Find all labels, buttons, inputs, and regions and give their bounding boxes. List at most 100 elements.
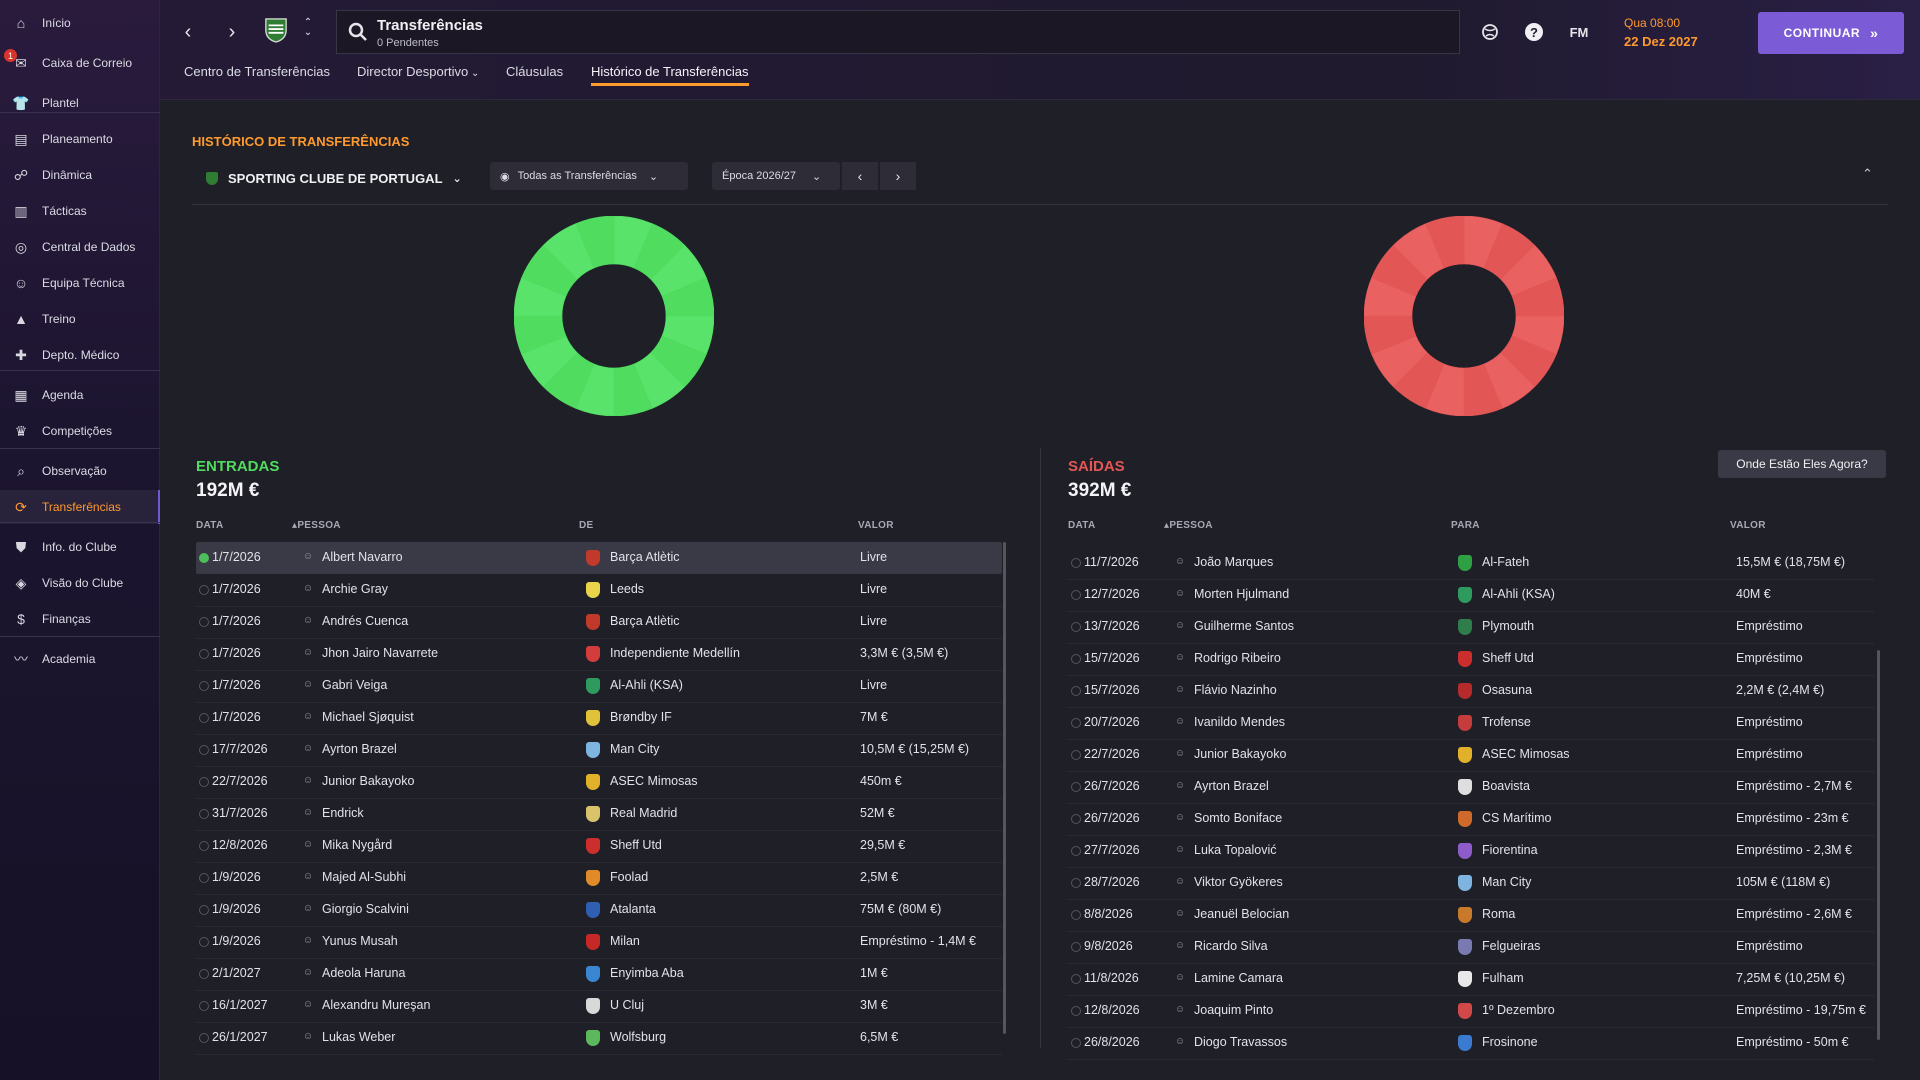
row-checkbox[interactable] bbox=[199, 937, 209, 947]
incoming-transfer-row[interactable]: 1/7/2026 ☺ Andrés Cuenca Barça Atlètic Livre bbox=[196, 606, 1002, 638]
club-name[interactable]: Fiorentina bbox=[1482, 843, 1538, 857]
sidebar-item-people[interactable]: ☍ Dinâmica bbox=[0, 158, 160, 192]
help-icon[interactable]: ? bbox=[1522, 20, 1546, 44]
fm-menu-button[interactable]: FM bbox=[1569, 24, 1589, 40]
sidebar-item-data-hub[interactable]: ◎ Central de Dados bbox=[0, 230, 160, 264]
incoming-transfer-row[interactable]: 1/7/2026 ☺ Archie Gray Leeds Livre bbox=[196, 574, 1002, 606]
sidebar-item-shield[interactable]: ⛊ Info. do Clube bbox=[0, 530, 160, 564]
club-name[interactable]: Atalanta bbox=[610, 902, 656, 916]
outgoing-transfer-row[interactable]: 15/7/2026 ☺ Rodrigo Ribeiro Sheff Utd Emprés… bbox=[1068, 643, 1874, 675]
sidebar-item-vision[interactable]: ◈ Visão do Clube bbox=[0, 566, 160, 600]
incoming-transfer-row[interactable]: 1/9/2026 ☺ Giorgio Scalvini Atalanta 75M € (… bbox=[196, 894, 1002, 926]
row-checkbox[interactable] bbox=[1071, 590, 1081, 600]
club-name[interactable]: Milan bbox=[610, 934, 640, 948]
transfer-filter-dropdown[interactable]: ◉ Todas as Transferências ⌄ bbox=[490, 162, 688, 190]
player-name[interactable]: Luka Topalović bbox=[1194, 843, 1277, 857]
row-checkbox[interactable] bbox=[199, 777, 209, 787]
player-name[interactable]: Jeanuël Belocian bbox=[1194, 907, 1290, 921]
player-name[interactable]: Yunus Musah bbox=[322, 934, 398, 948]
tab-cl-usulas[interactable]: Cláusulas bbox=[506, 64, 563, 96]
club-name[interactable]: 1º Dezembro bbox=[1482, 1003, 1555, 1017]
club-switch-chevrons-icon[interactable]: ⌃ ⌄ bbox=[303, 17, 313, 38]
player-name[interactable]: Michael Sjøquist bbox=[322, 710, 414, 724]
outgoing-transfer-row[interactable]: 9/8/2026 ☺ Ricardo Silva Felgueiras Emprésti… bbox=[1068, 931, 1874, 963]
club-name[interactable]: Barça Atlètic bbox=[610, 550, 680, 564]
outgoing-date-header[interactable]: DATA bbox=[1068, 520, 1096, 531]
row-checkbox[interactable] bbox=[1071, 878, 1081, 888]
club-name[interactable]: Trofense bbox=[1482, 715, 1531, 729]
club-name[interactable]: U Cluj bbox=[610, 998, 645, 1012]
incoming-transfer-row[interactable]: 16/1/2027 ☺ Alexandru Mureşan U Cluj 3M € bbox=[196, 990, 1002, 1022]
club-name[interactable]: Independiente Medellín bbox=[610, 646, 740, 660]
club-selector[interactable]: SPORTING CLUBE DE PORTUGAL ⌄ bbox=[206, 164, 462, 192]
outgoing-transfer-row[interactable]: 26/8/2026 ☺ Diogo Travassos Frosinone Emprés… bbox=[1068, 1027, 1874, 1059]
player-name[interactable]: Jhon Jairo Navarrete bbox=[322, 646, 439, 660]
club-name[interactable]: Roma bbox=[1482, 907, 1516, 921]
incoming-transfer-row[interactable]: 1/9/2026 ☺ Yunus Musah Milan Empréstimo - 1,… bbox=[196, 926, 1002, 958]
incoming-transfer-row[interactable]: 1/7/2026 ☺ Gabri Veiga Al-Ahli (KSA) Livre bbox=[196, 670, 1002, 702]
row-checkbox[interactable] bbox=[1071, 622, 1081, 632]
row-checkbox[interactable] bbox=[1071, 750, 1081, 760]
incoming-transfer-row[interactable]: 12/8/2026 ☺ Mika Nygård Sheff Utd 29,5M € bbox=[196, 830, 1002, 862]
club-name[interactable]: Al-Fateh bbox=[1482, 555, 1530, 569]
tab-director-desportivo[interactable]: Director Desportivo ⌄ bbox=[357, 64, 479, 96]
sidebar-item-clipboard[interactable]: ▤ Planeamento bbox=[0, 122, 160, 156]
incoming-transfer-row[interactable]: 1/7/2026 ☺ Michael Sjøquist Brøndby IF 7M € bbox=[196, 702, 1002, 734]
search-box[interactable]: Transferências 0 Pendentes bbox=[336, 10, 1460, 54]
player-name[interactable]: Flávio Nazinho bbox=[1194, 683, 1277, 697]
date-display[interactable]: Qua 08:00 22 Dez 2027 bbox=[1610, 14, 1740, 54]
incoming-transfer-row[interactable]: 17/7/2026 ☺ Ayrton Brazel Man City 10,5M € (… bbox=[196, 734, 1002, 766]
sidebar-item-finances[interactable]: $ Finanças bbox=[0, 602, 160, 636]
club-name[interactable]: Real Madrid bbox=[610, 806, 678, 820]
row-checkbox[interactable] bbox=[199, 713, 209, 723]
sidebar-item-staff[interactable]: ☺ Equipa Técnica bbox=[0, 266, 160, 300]
outgoing-transfer-row[interactable]: 13/7/2026 ☺ Guilherme Santos Plymouth Emprés… bbox=[1068, 611, 1874, 643]
player-name[interactable]: Gabri Veiga bbox=[322, 678, 388, 692]
player-name[interactable]: Archie Gray bbox=[322, 582, 388, 596]
club-name[interactable]: ASEC Mimosas bbox=[610, 774, 698, 788]
incoming-club-header[interactable]: DE bbox=[579, 520, 594, 531]
sidebar-item-mail[interactable]: ✉ Caixa de Correio 1 bbox=[0, 46, 160, 80]
row-checkbox[interactable] bbox=[1071, 782, 1081, 792]
row-checkbox[interactable] bbox=[199, 841, 209, 851]
club-name[interactable]: Wolfsburg bbox=[610, 1030, 667, 1044]
row-checkbox[interactable] bbox=[1071, 1006, 1081, 1016]
club-name[interactable]: Felgueiras bbox=[1482, 939, 1541, 953]
player-name[interactable]: Junior Bakayoko bbox=[322, 774, 415, 788]
player-name[interactable]: Diogo Travassos bbox=[1194, 1035, 1288, 1049]
player-name[interactable]: Andrés Cuenca bbox=[322, 614, 409, 628]
player-name[interactable]: Giorgio Scalvini bbox=[322, 902, 409, 916]
row-checkbox[interactable] bbox=[1071, 1038, 1081, 1048]
club-name[interactable]: Leeds bbox=[610, 582, 645, 596]
incoming-transfer-row[interactable]: 1/9/2026 ☺ Majed Al-Subhi Foolad 2,5M € bbox=[196, 862, 1002, 894]
row-checkbox[interactable] bbox=[199, 681, 209, 691]
club-name[interactable]: Barça Atlètic bbox=[610, 614, 680, 628]
row-checkbox[interactable] bbox=[1071, 846, 1081, 856]
row-checkbox[interactable] bbox=[199, 1001, 209, 1011]
where-are-they-now-button[interactable]: Onde Estão Eles Agora? bbox=[1718, 450, 1886, 478]
season-dropdown[interactable]: Época 2026/27 ⌄ bbox=[712, 162, 840, 190]
player-name[interactable]: Majed Al-Subhi bbox=[322, 870, 407, 884]
player-name[interactable]: Alexandru Mureşan bbox=[322, 998, 431, 1012]
outgoing-value-header[interactable]: VALOR bbox=[1730, 520, 1766, 531]
player-name[interactable]: Rodrigo Ribeiro bbox=[1194, 651, 1281, 665]
outgoing-transfer-row[interactable]: 22/7/2026 ☺ Junior Bakayoko ASEC Mimosas Emp… bbox=[1068, 739, 1874, 771]
club-name[interactable]: Boavista bbox=[1482, 779, 1530, 793]
club-name[interactable]: Foolad bbox=[610, 870, 649, 884]
player-name[interactable]: Viktor Gyökeres bbox=[1194, 875, 1283, 889]
sidebar-item-academy[interactable]: 〰 Academia bbox=[0, 642, 160, 676]
row-checkbox[interactable] bbox=[1071, 558, 1081, 568]
sidebar-item-shirt[interactable]: 👕 Plantel bbox=[0, 86, 160, 120]
outgoing-transfer-row[interactable]: 11/7/2026 ☺ João Marques Al-Fateh 15,5M € (1… bbox=[1068, 547, 1874, 579]
row-checkbox[interactable] bbox=[199, 649, 209, 659]
incoming-date-header[interactable]: DATA bbox=[196, 520, 224, 531]
incoming-scrollbar[interactable] bbox=[1003, 542, 1006, 1034]
club-name[interactable]: CS Marítimo bbox=[1482, 811, 1552, 825]
incoming-transfer-row[interactable]: 31/7/2026 ☺ Endrick Real Madrid 52M € bbox=[196, 798, 1002, 830]
world-globe-icon[interactable] bbox=[1478, 20, 1502, 44]
club-name[interactable]: ASEC Mimosas bbox=[1482, 747, 1570, 761]
club-name[interactable]: Osasuna bbox=[1482, 683, 1533, 697]
donut-slice[interactable] bbox=[575, 216, 615, 269]
player-name[interactable]: Lukas Weber bbox=[322, 1030, 396, 1044]
outgoing-transfer-row[interactable]: 12/7/2026 ☺ Morten Hjulmand Al-Ahli (KSA) 40… bbox=[1068, 579, 1874, 611]
